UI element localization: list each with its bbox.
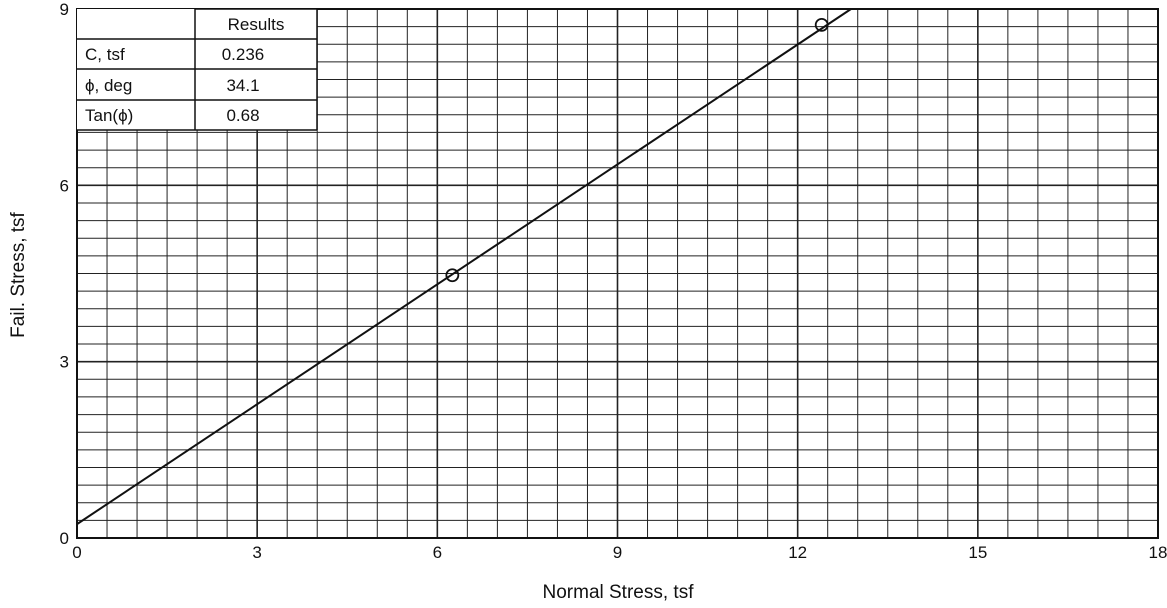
result-label-phi: ϕ, deg: [85, 76, 132, 95]
x-tick-label: 9: [613, 543, 622, 562]
x-tick-label: 0: [72, 543, 81, 562]
results-table: Results C, tsf 0.236 ϕ, deg 34.1 Tan(ϕ) …: [77, 8, 318, 131]
x-tick-label: 12: [788, 543, 807, 562]
fit-line: [76, 8, 852, 525]
x-tick-label: 15: [968, 543, 987, 562]
data-point: [445, 268, 460, 283]
x-tick-label: 18: [1149, 543, 1167, 562]
y-tick-label: 9: [60, 0, 69, 19]
y-tick-label: 6: [60, 176, 69, 195]
x-tick-label: 6: [433, 543, 442, 562]
y-axis-title: Fail. Stress, tsf: [8, 211, 29, 337]
y-tick-label: 0: [60, 529, 69, 548]
data-point: [814, 17, 829, 32]
result-value-phi: 34.1: [226, 76, 259, 95]
x-axis-title: Normal Stress, tsf: [543, 582, 695, 603]
data-points: [445, 17, 829, 283]
result-value-c: 0.236: [222, 45, 265, 64]
x-tick-label: 3: [252, 543, 261, 562]
results-table-lines: [77, 8, 318, 131]
fit-line-segment: [76, 8, 852, 525]
result-label-c: C, tsf: [85, 45, 125, 64]
result-value-tanphi: 0.68: [226, 106, 259, 125]
result-label-tanphi: Tan(ϕ): [85, 106, 133, 125]
plot-frame: [76, 8, 1159, 539]
y-tick-label: 3: [60, 353, 69, 372]
results-header: Results: [228, 15, 285, 34]
tick-labels: 0 3 6 9 12 15 18 0 3 6 9: [60, 0, 1167, 562]
